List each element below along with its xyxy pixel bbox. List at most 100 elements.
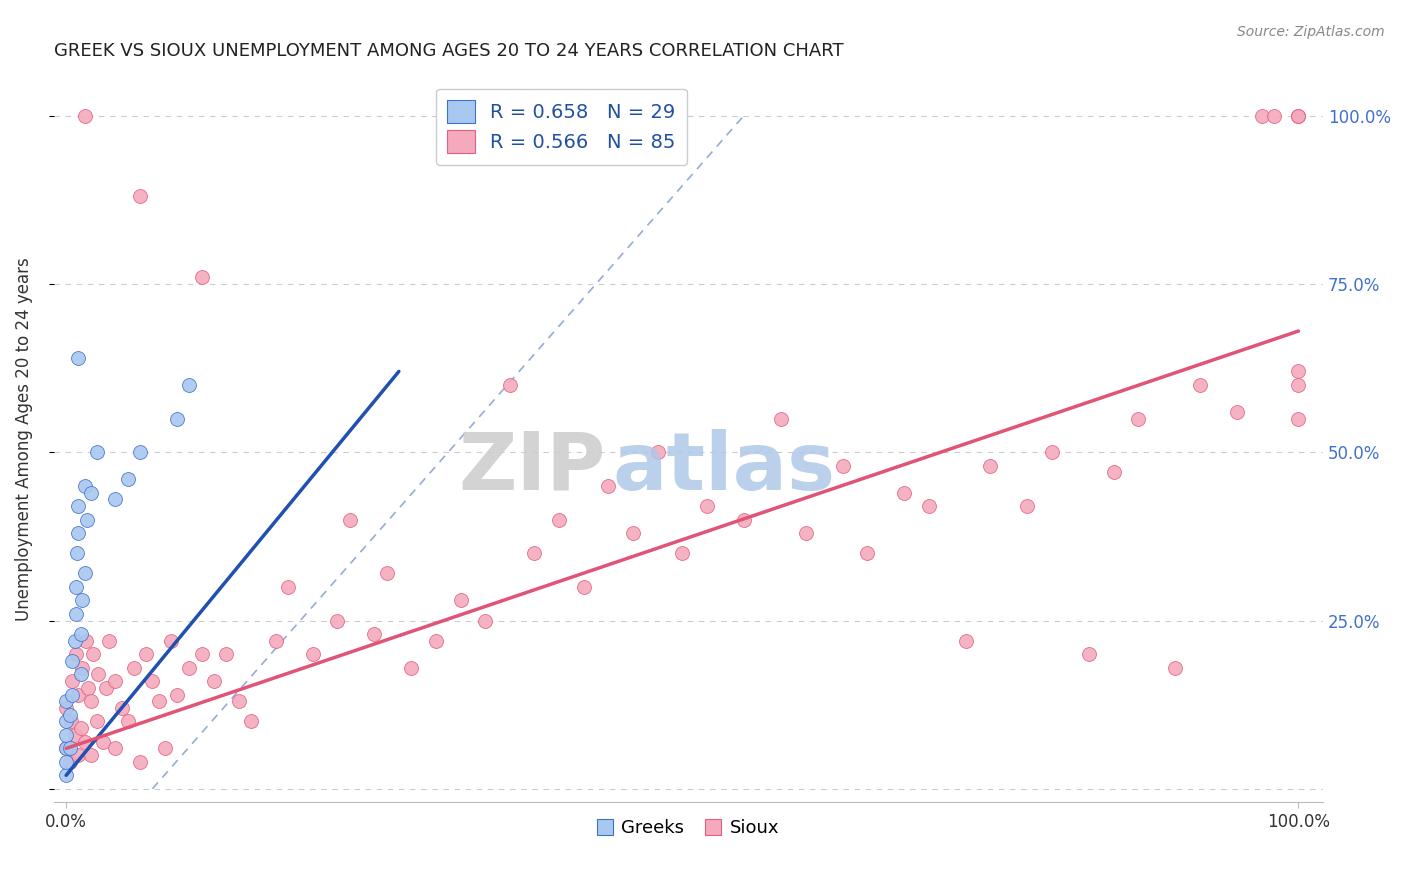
Point [59, 741, 82, 756]
Legend: Greeks, Sioux: Greeks, Sioux [591, 812, 786, 844]
Point [179, 377, 201, 392]
Point [769, 411, 792, 425]
Point [450, 593, 472, 607]
Point [523, 546, 546, 560]
Point [55, 741, 77, 756]
Point [117, 714, 139, 729]
Point [202, 674, 225, 689]
Point [129, 755, 152, 769]
Point [1128, 411, 1150, 425]
Point [80, 485, 103, 500]
Point [65, 580, 87, 594]
Point [363, 627, 385, 641]
Point [1017, 499, 1039, 513]
Point [548, 512, 571, 526]
Point [59, 755, 82, 769]
Point [73, 479, 96, 493]
Point [326, 614, 349, 628]
Point [301, 647, 323, 661]
Point [94, 681, 117, 695]
Point [166, 411, 188, 425]
Point [60, 688, 83, 702]
Point [55, 714, 77, 729]
Point [87, 667, 110, 681]
Point [1164, 660, 1187, 674]
Point [135, 647, 157, 661]
Point [1250, 109, 1272, 123]
Point [65, 647, 87, 661]
Y-axis label: Unemployment Among Ages 20 to 24 years: Unemployment Among Ages 20 to 24 years [15, 257, 32, 621]
Point [1288, 109, 1310, 123]
Point [621, 526, 644, 541]
Point [148, 694, 170, 708]
Point [60, 654, 83, 668]
Point [696, 499, 718, 513]
Point [190, 270, 212, 285]
Point [375, 566, 398, 581]
Point [73, 734, 96, 748]
Point [166, 688, 188, 702]
Point [55, 701, 77, 715]
Point [598, 479, 620, 493]
Point [67, 688, 90, 702]
Point [75, 633, 97, 648]
Point [153, 741, 176, 756]
Point [91, 734, 114, 748]
Point [141, 674, 163, 689]
Point [77, 681, 100, 695]
Point [110, 701, 132, 715]
Point [1188, 377, 1211, 392]
Point [425, 633, 447, 648]
Point [1288, 364, 1310, 378]
Point [60, 674, 83, 689]
Point [979, 458, 1001, 473]
Point [129, 189, 152, 203]
Point [104, 674, 127, 689]
Point [572, 580, 595, 594]
Point [1288, 377, 1310, 392]
Point [215, 647, 238, 661]
Point [893, 485, 915, 500]
Point [70, 660, 93, 674]
Point [80, 694, 103, 708]
Point [80, 748, 103, 763]
Point [55, 694, 77, 708]
Point [856, 546, 879, 560]
Point [240, 714, 263, 729]
Point [70, 627, 93, 641]
Point [277, 580, 299, 594]
Point [104, 741, 127, 756]
Point [76, 512, 98, 526]
Point [60, 714, 83, 729]
Point [339, 512, 361, 526]
Point [70, 667, 93, 681]
Point [65, 607, 87, 621]
Point [86, 714, 108, 729]
Point [117, 472, 139, 486]
Text: GREEK VS SIOUX UNEMPLOYMENT AMONG AGES 20 TO 24 YEARS CORRELATION CHART: GREEK VS SIOUX UNEMPLOYMENT AMONG AGES 2… [53, 42, 844, 60]
Point [98, 633, 121, 648]
Point [1263, 109, 1285, 123]
Point [647, 445, 669, 459]
Point [474, 614, 496, 628]
Point [55, 755, 77, 769]
Point [73, 566, 96, 581]
Point [1102, 466, 1125, 480]
Point [129, 445, 152, 459]
Point [82, 647, 104, 661]
Point [70, 593, 93, 607]
Point [190, 647, 212, 661]
Point [1288, 109, 1310, 123]
Point [160, 633, 183, 648]
Point [918, 499, 941, 513]
Point [104, 492, 127, 507]
Point [955, 633, 977, 648]
Point [1226, 405, 1249, 419]
Point [831, 458, 853, 473]
Point [67, 748, 90, 763]
Text: atlas: atlas [613, 429, 835, 507]
Text: ZIP: ZIP [458, 429, 606, 507]
Point [179, 660, 201, 674]
Point [63, 633, 86, 648]
Text: Source: ZipAtlas.com: Source: ZipAtlas.com [1237, 25, 1385, 39]
